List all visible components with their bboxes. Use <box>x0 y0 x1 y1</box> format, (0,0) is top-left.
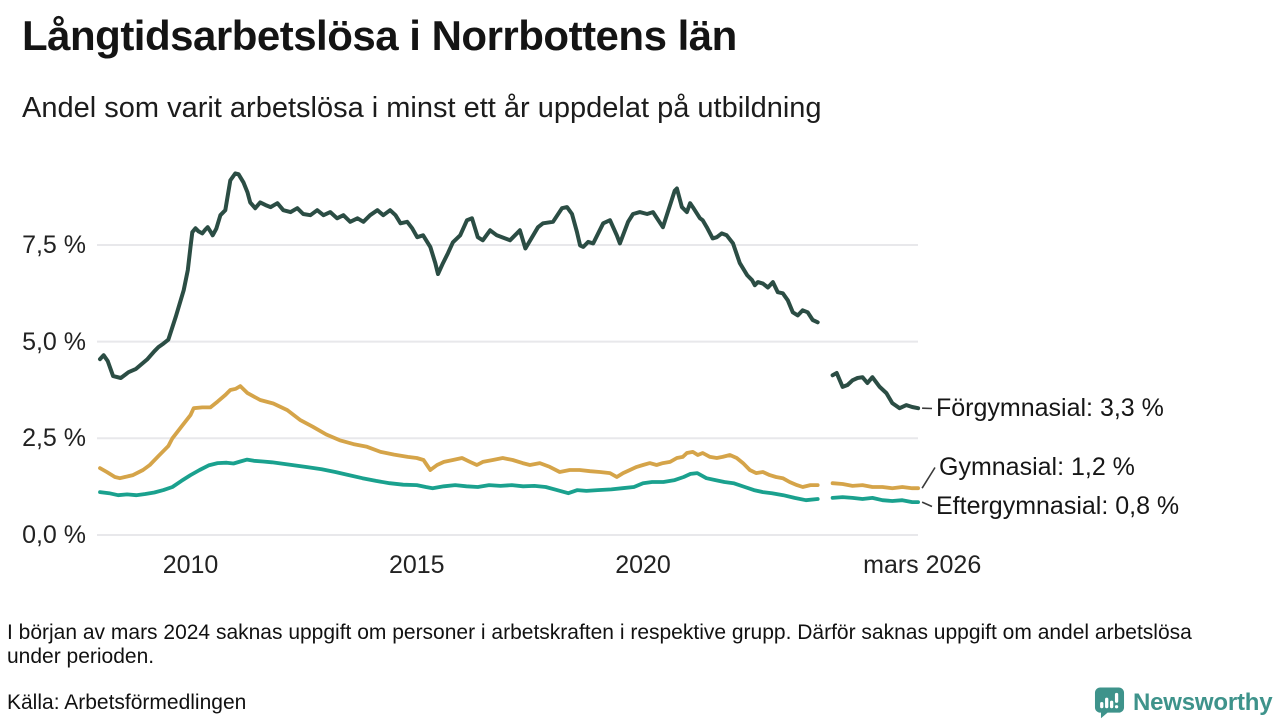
x-axis-tick: mars 2026 <box>863 551 981 580</box>
series-label-gymnasial: Gymnasial: 1,2 % <box>939 453 1135 482</box>
series-line-gymnasial <box>833 483 919 488</box>
page-title: Långtidsarbetslösa i Norrbottens län <box>22 12 737 60</box>
footnote: I början av mars 2024 saknas uppgift om … <box>7 621 1242 668</box>
series-label-forgymnasial: Förgymnasial: 3,3 % <box>936 394 1164 423</box>
page-subtitle: Andel som varit arbetslösa i minst ett å… <box>22 92 822 125</box>
series-line-forgymnasial <box>100 173 818 378</box>
series-line-eftergymnasial <box>100 460 818 501</box>
x-axis-tick: 2020 <box>615 551 671 580</box>
x-axis-tick: 2015 <box>389 551 445 580</box>
series-line-forgymnasial <box>833 373 919 408</box>
y-axis-tick: 0,0 % <box>0 520 86 550</box>
newsworthy-logo-icon <box>1094 686 1125 719</box>
y-axis-tick: 5,0 % <box>0 327 86 357</box>
series-label-eftergymnasial: Eftergymnasial: 0,8 % <box>936 492 1179 521</box>
annotation-connector <box>922 502 932 506</box>
x-axis-tick: 2010 <box>163 551 219 580</box>
newsworthy-logo: Newsworthy <box>1094 686 1272 719</box>
source-note: Källa: Arbetsförmedlingen <box>7 691 246 715</box>
newsworthy-logo-text: Newsworthy <box>1133 689 1272 717</box>
annotation-connector <box>922 468 935 489</box>
y-axis-tick: 7,5 % <box>0 230 86 260</box>
y-axis-tick: 2,5 % <box>0 423 86 453</box>
series-line-gymnasial <box>100 386 818 487</box>
series-line-eftergymnasial <box>833 497 919 502</box>
